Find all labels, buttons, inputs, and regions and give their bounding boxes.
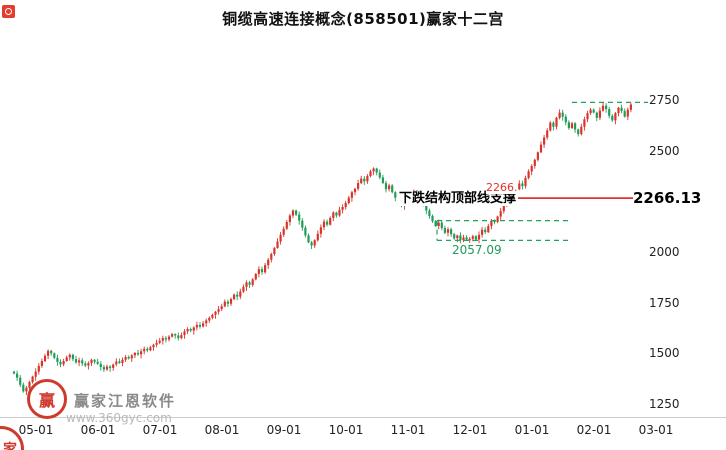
y-tick-label: 1250 [649, 397, 680, 411]
x-tick-label: 06-01 [80, 423, 116, 437]
x-tick-label: 10-01 [328, 423, 364, 437]
resistance-price-small-label: 2266. [486, 181, 518, 194]
y-tick-label: 2750 [649, 93, 680, 107]
watermark-corner-logo-text: 家 [3, 442, 17, 450]
x-tick-label: 07-01 [142, 423, 178, 437]
x-tick-label: 08-01 [204, 423, 240, 437]
watermark-logo-icon: 赢 [27, 379, 67, 419]
support-price-label: 2057.09 [452, 243, 502, 257]
y-tick-label: 1500 [649, 346, 680, 361]
app-corner-logo-icon [2, 5, 15, 18]
x-tick-label: 03-01 [638, 423, 674, 437]
y-tick-label: 2500 [649, 143, 680, 158]
watermark-logo-text: 赢 [38, 391, 55, 410]
x-tick-label: 02-01 [576, 423, 612, 437]
page-title: 铜缆高速连接概念(858501)赢家十二宫 [222, 10, 504, 28]
y-tick-label: 1750 [649, 295, 680, 310]
x-tick-label: 01-01 [514, 423, 550, 437]
structure-support-annotation: 下跌结构顶部线支撑 [397, 191, 519, 206]
x-tick-label: 05-01 [18, 423, 54, 437]
x-tick-label: 09-01 [266, 423, 302, 437]
x-tick-label: 11-01 [390, 423, 426, 437]
resistance-price-label: 2266.13 [633, 189, 702, 207]
y-tick-label: 2000 [649, 245, 680, 259]
x-tick-label: 12-01 [452, 423, 488, 437]
watermark-url-text: www.360gyc.com [66, 411, 172, 425]
watermark-brand-text: 赢家江恩软件 [74, 392, 177, 410]
